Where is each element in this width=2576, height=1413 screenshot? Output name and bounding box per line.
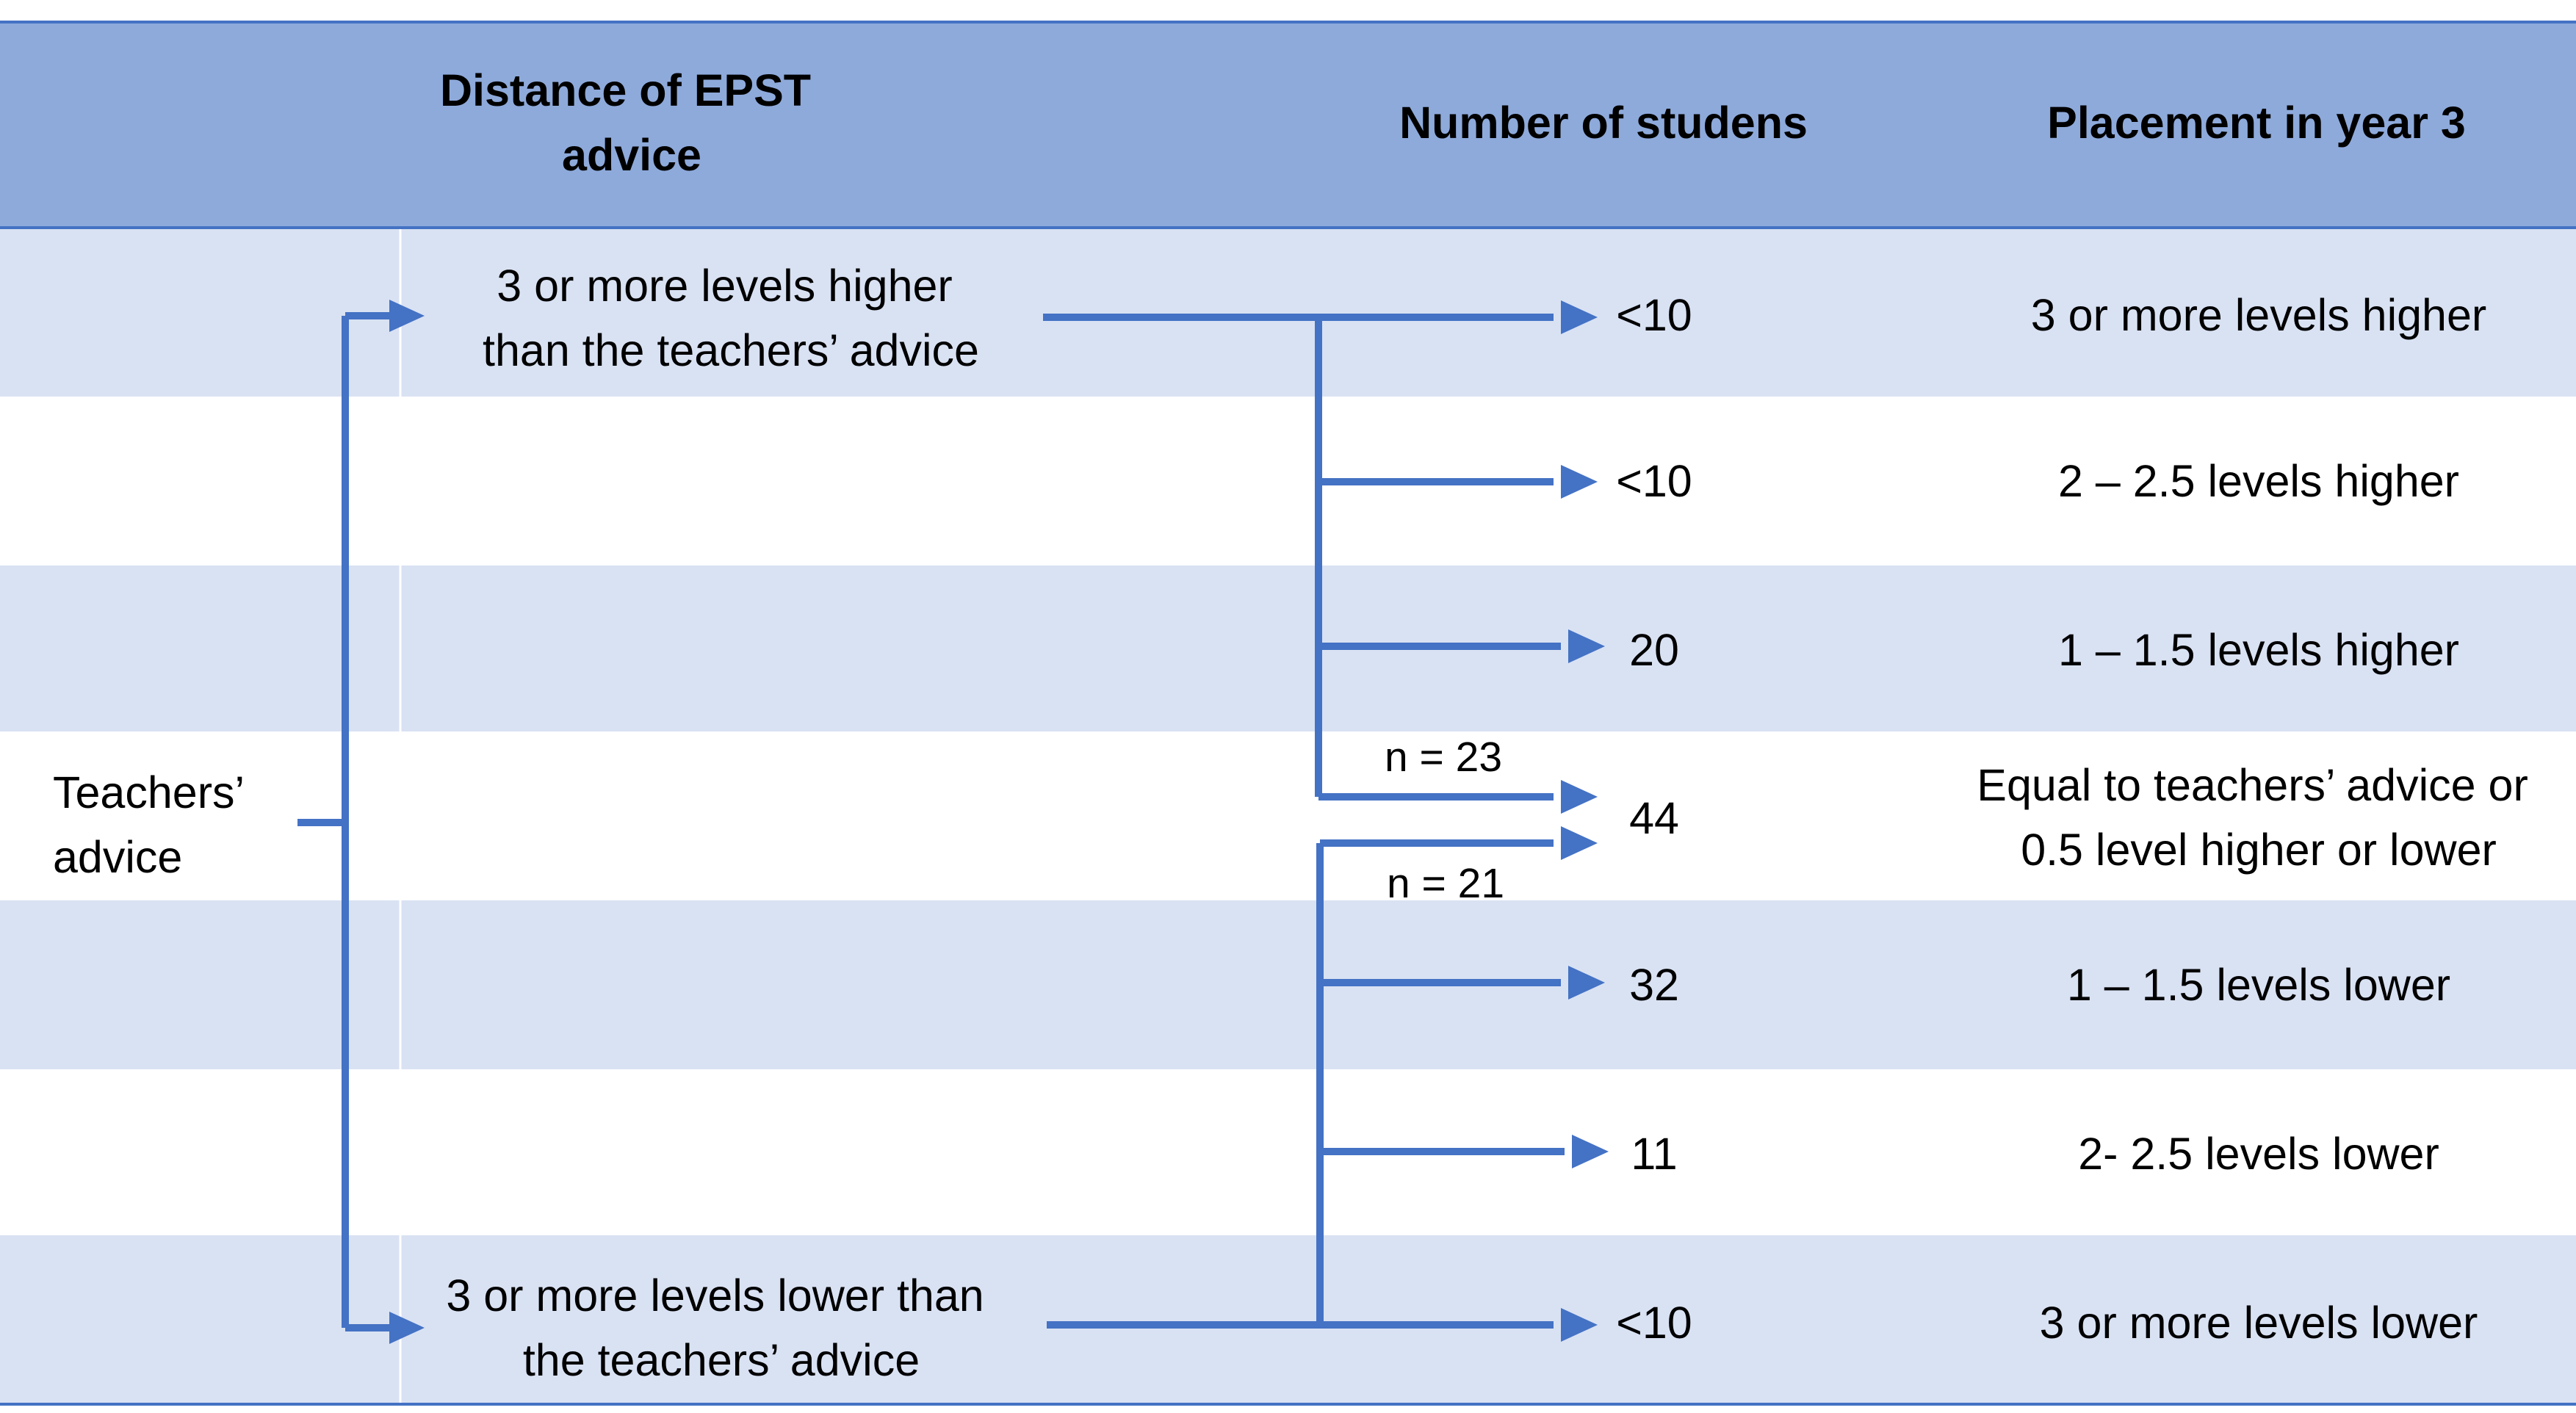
- row-band-1: [0, 228, 2576, 397]
- placement-row-4-line-1: Equal to teachers’ advice or: [1977, 760, 2528, 810]
- placement-row-1: 3 or more levels higher: [2031, 290, 2486, 340]
- arrowheads: [389, 300, 1609, 1344]
- arrowhead-lower: [389, 1312, 425, 1344]
- table-background: [0, 21, 2576, 1406]
- count-row-4: 44: [1629, 793, 1679, 843]
- connectors: [297, 312, 1565, 1331]
- placement-row-5: 1 – 1.5 levels lower: [2067, 960, 2450, 1010]
- arrowhead-row-4-lower: [1561, 826, 1598, 860]
- header-distance-line-1: Distance of EPST: [440, 65, 811, 115]
- row-band-7: [0, 1235, 2576, 1404]
- arrowhead-row-5: [1568, 966, 1605, 1000]
- row-band-3: [0, 565, 2576, 731]
- count-row-5: 32: [1629, 960, 1679, 1010]
- count-row-1: <10: [1616, 290, 1692, 340]
- row-band-2: [0, 397, 2576, 565]
- placement-row-7: 3 or more levels lower: [2040, 1298, 2478, 1348]
- student-counts: <10 <10 20 44 32 11 <10: [1616, 290, 1692, 1348]
- header-number-of-students: Number of studens: [1399, 98, 1808, 148]
- arrowhead-row-4-upper: [1561, 780, 1598, 814]
- header-band: [0, 22, 2576, 228]
- arrowhead-row-3: [1568, 629, 1605, 663]
- placement-row-4-line-2: 0.5 level higher or lower: [2021, 825, 2497, 875]
- header-row: Distance of EPST advice Number of studen…: [440, 65, 2466, 180]
- arrowhead-row-7: [1561, 1308, 1598, 1342]
- placement-row-3: 1 – 1.5 levels higher: [2058, 625, 2459, 675]
- placement-row-2: 2 – 2.5 levels higher: [2058, 456, 2459, 506]
- branch-lower-label: 3 or more levels lower than the teachers…: [446, 1271, 996, 1385]
- count-row-2: <10: [1616, 456, 1692, 506]
- row-band-4: [0, 731, 2576, 900]
- count-row-7: <10: [1616, 1298, 1692, 1348]
- header-distance: Distance of EPST advice: [440, 65, 823, 180]
- source-label-line-2: advice: [53, 832, 182, 882]
- row-band-6: [0, 1069, 2576, 1235]
- branch-lower-line-1: 3 or more levels lower than: [446, 1271, 984, 1320]
- source-label: Teachers’ advice: [53, 767, 256, 882]
- arrowhead-higher: [389, 300, 425, 332]
- header-distance-line-2: advice: [562, 130, 701, 180]
- branch-higher-label: 3 or more levels higher than the teacher…: [483, 261, 979, 375]
- placement-row-6: 2- 2.5 levels lower: [2078, 1129, 2439, 1179]
- split-label-lower: n = 21: [1387, 860, 1504, 907]
- arrowhead-row-1: [1561, 300, 1598, 334]
- placement-row-4: Equal to teachers’ advice or 0.5 level h…: [1977, 760, 2540, 875]
- branch-higher-line-2: than the teachers’ advice: [483, 325, 979, 375]
- row-band-5: [0, 900, 2576, 1069]
- branch-lower-line-2: the teachers’ advice: [523, 1335, 920, 1385]
- arrowhead-row-2: [1561, 465, 1598, 499]
- count-row-3: 20: [1629, 625, 1679, 675]
- source-label-line-1: Teachers’: [53, 767, 243, 817]
- placements: 3 or more levels higher 2 – 2.5 levels h…: [1977, 290, 2540, 1348]
- branch-higher-line-1: 3 or more levels higher: [497, 261, 952, 311]
- split-label-upper: n = 23: [1385, 734, 1502, 781]
- count-row-6: 11: [1631, 1129, 1677, 1179]
- header-placement: Placement in year 3: [2047, 98, 2466, 148]
- arrowhead-row-6: [1572, 1135, 1609, 1168]
